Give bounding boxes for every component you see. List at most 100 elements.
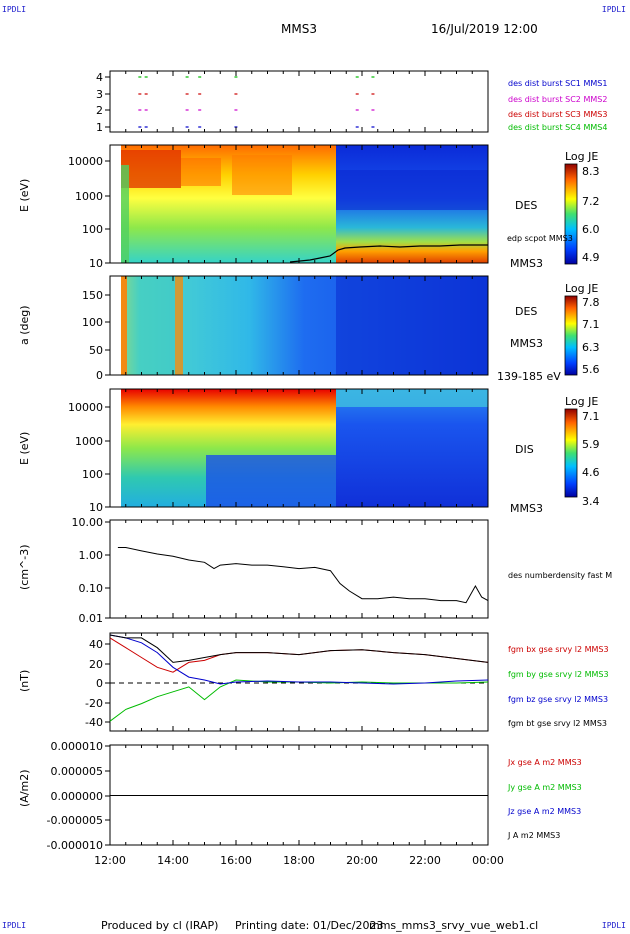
burst-ytick-label: 1 <box>96 121 103 134</box>
des_pitch-ytick-label: 100 <box>82 316 103 329</box>
des-pitch-sc: MMS3 <box>510 337 543 350</box>
des-pitch-range: 139-185 eV <box>497 370 561 383</box>
current-ytick-label: 0.000005 <box>51 765 104 778</box>
dis_energy-ytick-label: 10000 <box>68 401 103 414</box>
corner-logo-bl: IPDLI <box>2 921 27 930</box>
cbar3-tick-2: 4.6 <box>582 466 600 479</box>
current-legend-j: J A m2 MMS3 <box>508 831 561 840</box>
des_energy-ytick-label: 10000 <box>68 155 103 168</box>
des_energy-ytick-label: 100 <box>82 223 103 236</box>
field-ytick-label: 20 <box>89 658 103 671</box>
burst-legend-2: des dist burst SC2 MMS2 <box>508 95 608 104</box>
current-ytick-label: 0.000010 <box>51 740 104 753</box>
des_pitch-ytick-label: 50 <box>89 344 103 357</box>
field-legend-by: fgm by gse srvy l2 MMS3 <box>508 670 609 679</box>
field-ytick-label: -20 <box>85 697 103 710</box>
corner-logo-br: IPDLI <box>601 921 626 930</box>
time-tick-label: 22:00 <box>409 854 441 867</box>
cbar3-tick-1: 5.9 <box>582 438 600 451</box>
colorbar-des-energy-title: Log JE <box>565 150 599 163</box>
des-energy-instrument: DES <box>515 199 538 212</box>
cbar2-tick-0: 7.8 <box>582 296 600 309</box>
field-ytick-label: -40 <box>85 716 103 729</box>
burst-ytick-label: 2 <box>96 104 103 117</box>
dis_energy-ytick-label: 100 <box>82 468 103 481</box>
density-ytick-label: 10.00 <box>72 516 104 529</box>
field-series-line <box>109 679 489 722</box>
field-ylabel: (nT) <box>18 669 31 692</box>
page-title: MMS3 <box>281 22 317 36</box>
corner-logo-tr: IPDLI <box>601 5 626 14</box>
current-ytick-label: -0.000005 <box>47 814 103 827</box>
footer-filename: mms_mms3_srvy_vue_web1.cl <box>369 919 539 932</box>
cbar2-tick-2: 6.3 <box>582 341 600 354</box>
time-tick-label: 12:00 <box>94 854 126 867</box>
field-series-line <box>109 634 489 685</box>
des_energy-ytick-label: 1000 <box>75 190 103 203</box>
density-ytick-label: 1.00 <box>79 549 104 562</box>
footer-produced-by: Produced by cl (IRAP) <box>101 919 219 932</box>
burst-legend-3: des dist burst SC3 MMS3 <box>508 110 608 119</box>
scpot-line <box>289 244 488 263</box>
current-ytick-label: -0.000010 <box>47 839 103 852</box>
cbar1-tick-1: 7.2 <box>582 195 600 208</box>
cbar2-tick-3: 5.6 <box>582 363 600 376</box>
density-series <box>117 547 489 604</box>
burst-panel <box>109 70 489 133</box>
burst-ytick-label: 3 <box>96 88 103 101</box>
des_pitch-ytick-label: 0 <box>96 369 103 382</box>
field-series-group <box>109 634 489 722</box>
cbar1-tick-0: 8.3 <box>582 165 600 178</box>
time-tick-label: 00:00 <box>472 854 504 867</box>
current-legend-jx: Jx gse A m2 MMS3 <box>508 758 582 767</box>
des-energy-spectrogram <box>109 144 489 264</box>
current-ylabel: (A/m2) <box>18 769 31 807</box>
scpot-label: edp scpot MMS3 <box>507 234 573 243</box>
colorbar-dis-energy <box>564 408 578 498</box>
density-panel <box>109 519 489 619</box>
current-panel <box>109 744 489 846</box>
dis-energy-spectrogram <box>109 388 489 508</box>
colorbar-des-energy <box>564 163 578 265</box>
des-energy-ylabel: E (eV) <box>18 178 31 212</box>
burst-ytick-label: 4 <box>96 71 103 84</box>
des-energy-sc: MMS3 <box>510 257 543 270</box>
cbar3-tick-3: 3.4 <box>582 495 600 508</box>
dis-energy-sc: MMS3 <box>510 502 543 515</box>
burst-legend-4: des dist burst SC4 MMS4 <box>508 123 608 132</box>
des-pitch-ylabel: a (deg) <box>18 305 31 345</box>
colorbar-des-pitch-title: Log JE <box>565 282 599 295</box>
des_energy-ytick-label: 10 <box>89 257 103 270</box>
current-ytick-label: 0.000000 <box>51 790 104 803</box>
des-pitch-spectrogram <box>109 275 489 376</box>
density-legend: des numberdensity fast M <box>508 571 613 580</box>
density-ytick-label: 0.01 <box>79 612 104 625</box>
corner-logo-tl: IPDLI <box>2 5 27 14</box>
burst-marks <box>138 76 375 128</box>
des_pitch-ytick-label: 150 <box>82 289 103 302</box>
dis_energy-ytick-label: 1000 <box>75 435 103 448</box>
colorbar-dis-energy-title: Log JE <box>565 395 599 408</box>
field-ytick-label: 0 <box>96 677 103 690</box>
current-legend-jy: Jy gse A m2 MMS3 <box>508 783 582 792</box>
field-legend-bx: fgm bx gse srvy l2 MMS3 <box>508 645 609 654</box>
field-ytick-label: 40 <box>89 638 103 651</box>
time-tick-label: 14:00 <box>157 854 189 867</box>
dis_energy-ytick-label: 10 <box>89 501 103 514</box>
field-series-line <box>109 634 489 663</box>
cbar1-tick-2: 6.0 <box>582 223 600 236</box>
des-pitch-instrument: DES <box>515 305 538 318</box>
density-ylabel: (cm^-3) <box>18 544 31 590</box>
time-tick-label: 18:00 <box>283 854 315 867</box>
time-tick-label: 16:00 <box>220 854 252 867</box>
current-legend-jz: Jz gse A m2 MMS3 <box>508 807 582 816</box>
field-panel <box>109 632 489 732</box>
field-legend-bz: fgm bz gse srvy l2 MMS3 <box>508 695 609 704</box>
footer-printing-date: Printing date: 01/Dec/2023 <box>235 919 384 932</box>
dis-energy-instrument: DIS <box>515 443 534 456</box>
field-legend-bt: fgm bt gse srvy l2 MMS3 <box>508 719 607 728</box>
cbar3-tick-0: 7.1 <box>582 410 600 423</box>
cbar2-tick-1: 7.1 <box>582 318 600 331</box>
cbar1-tick-3: 4.9 <box>582 251 600 264</box>
